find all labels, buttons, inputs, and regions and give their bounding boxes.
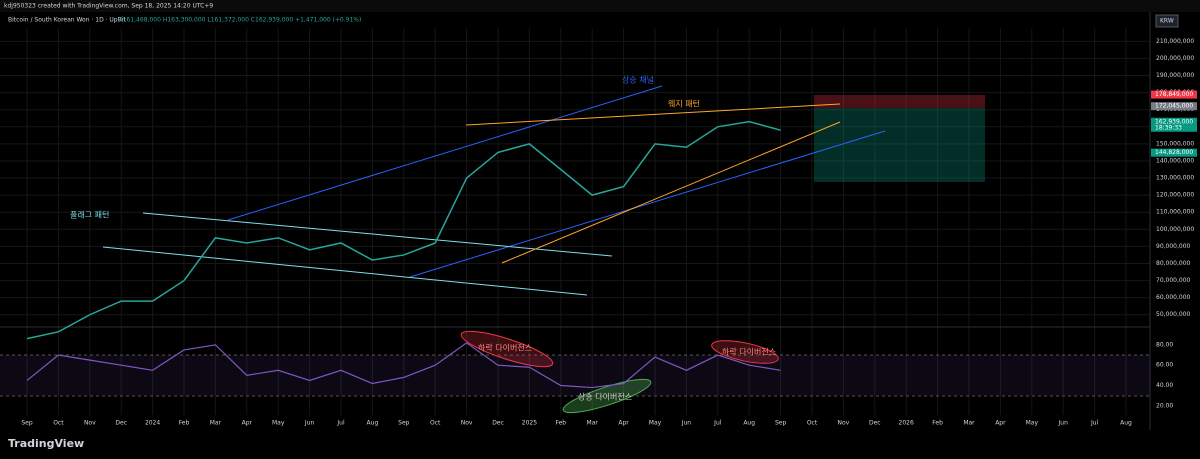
- rsi-tick-label: 40.00: [1156, 382, 1173, 389]
- channel-line: [409, 130, 886, 278]
- footer-logo: TradingView: [8, 437, 84, 450]
- x-tick-label: May: [1026, 420, 1039, 427]
- rsi-tick-label: 80.00: [1156, 341, 1173, 348]
- x-tick-label: Oct: [430, 420, 441, 427]
- x-tick-label: Apr: [618, 420, 629, 427]
- divergence-ellipse: [711, 340, 779, 364]
- x-tick-label: Oct: [53, 420, 64, 427]
- x-tick-label: Nov: [461, 420, 473, 427]
- x-tick-label: May: [272, 420, 285, 427]
- x-tick-label: Aug: [367, 420, 379, 427]
- price-tag-label: 144,828,000: [1155, 149, 1193, 156]
- rsi-line: [26, 342, 781, 389]
- x-tick-label: Mar: [587, 420, 599, 427]
- y-tick-label: 50,000,000: [1156, 311, 1191, 318]
- currency: KRW: [1160, 18, 1174, 25]
- y-tick-label: 190,000,000: [1156, 72, 1194, 79]
- channel-line: [227, 85, 663, 221]
- x-tick-label: Feb: [179, 420, 190, 427]
- price-tag-countdown: 18:39:33: [1155, 124, 1182, 131]
- y-tick-label: 210,000,000: [1156, 38, 1194, 45]
- x-tick-label: 2024: [145, 420, 160, 427]
- y-tick-label: 60,000,000: [1156, 294, 1191, 301]
- rsi-tick-label: 60.00: [1156, 362, 1173, 369]
- x-tick-label: Sep: [775, 420, 787, 427]
- y-tick-label: 130,000,000: [1156, 175, 1194, 182]
- flag-line: [142, 212, 613, 257]
- annotation: 하락 다이버전스: [478, 343, 532, 353]
- x-tick-label: Nov: [84, 420, 96, 427]
- x-tick-label: Jun: [304, 420, 315, 427]
- x-tick-label: Feb: [555, 420, 566, 427]
- y-tick-label: 70,000,000: [1156, 277, 1191, 284]
- x-tick-label: Jul: [1090, 420, 1099, 427]
- price-tag-label: 162,939,000: [1155, 118, 1193, 125]
- x-tick-label: 2026: [899, 420, 914, 427]
- annotation: 웨지 패턴: [668, 99, 700, 109]
- y-tick-label: 80,000,000: [1156, 260, 1191, 267]
- y-tick-label: 140,000,000: [1156, 157, 1194, 164]
- x-tick-label: Aug: [743, 420, 755, 427]
- wedge-line: [465, 103, 841, 126]
- flag-line: [102, 246, 588, 296]
- symbol-title: Bitcoin / South Korean Won · 1D · UpBit: [8, 17, 126, 24]
- y-tick-label: 110,000,000: [1156, 209, 1194, 216]
- divergence-ellipse: [460, 330, 554, 368]
- x-tick-label: Jun: [1058, 420, 1069, 427]
- ohlc: O161,468,000 H163,300,000 L161,372,000 C…: [118, 17, 361, 24]
- stop-zone: [814, 95, 985, 108]
- x-tick-label: 2025: [522, 420, 537, 427]
- price-tag-label: 172,045,000: [1155, 103, 1193, 110]
- y-tick-label: 100,000,000: [1156, 226, 1194, 233]
- x-tick-label: Nov: [838, 420, 850, 427]
- grid: [0, 28, 1150, 415]
- annotation: 하락 다이버전스: [722, 347, 776, 357]
- x-tick-label: Mar: [210, 420, 222, 427]
- rsi-band: [0, 355, 1150, 396]
- annotation: 상승 채널: [622, 75, 654, 85]
- y-tick-label: 200,000,000: [1156, 55, 1194, 62]
- y-tick-label: 90,000,000: [1156, 243, 1191, 250]
- rsi-tick-label: 20.00: [1156, 402, 1173, 409]
- header: kdj950323 created with TradingView.com, …: [4, 3, 213, 10]
- x-tick-label: Dec: [115, 420, 127, 427]
- y-tick-label: 150,000,000: [1156, 140, 1194, 147]
- x-tick-label: Dec: [492, 420, 504, 427]
- x-tick-label: Sep: [21, 420, 33, 427]
- annotation: 플래그 패턴: [70, 210, 109, 220]
- x-tick-label: Apr: [242, 420, 253, 427]
- x-tick-label: Mar: [963, 420, 975, 427]
- price-tag: [1151, 117, 1197, 132]
- target-zone: [814, 108, 985, 182]
- x-tick-label: Apr: [995, 420, 1006, 427]
- price-tag: [1151, 148, 1197, 157]
- x-tick-label: May: [649, 420, 662, 427]
- x-tick-label: Aug: [1120, 420, 1132, 427]
- x-tick-label: Sep: [398, 420, 410, 427]
- x-tick-label: Oct: [807, 420, 818, 427]
- x-tick-label: Jul: [336, 420, 345, 427]
- wedge-line: [501, 121, 841, 264]
- price-tag: [1151, 102, 1197, 111]
- divergence-ellipse: [562, 378, 652, 414]
- annotation: 상승 다이버전스: [578, 392, 632, 402]
- x-tick-label: Dec: [869, 420, 881, 427]
- x-tick-label: Jun: [681, 420, 692, 427]
- header-bar: [0, 0, 1200, 12]
- y-tick-label: 120,000,000: [1156, 192, 1194, 199]
- price-tag: [1151, 90, 1197, 99]
- price-line: [26, 120, 781, 340]
- price-tag-label: 178,849,000: [1155, 91, 1193, 98]
- x-tick-label: Jul: [713, 420, 722, 427]
- currency-box: [1155, 14, 1179, 28]
- x-tick-label: Feb: [932, 420, 943, 427]
